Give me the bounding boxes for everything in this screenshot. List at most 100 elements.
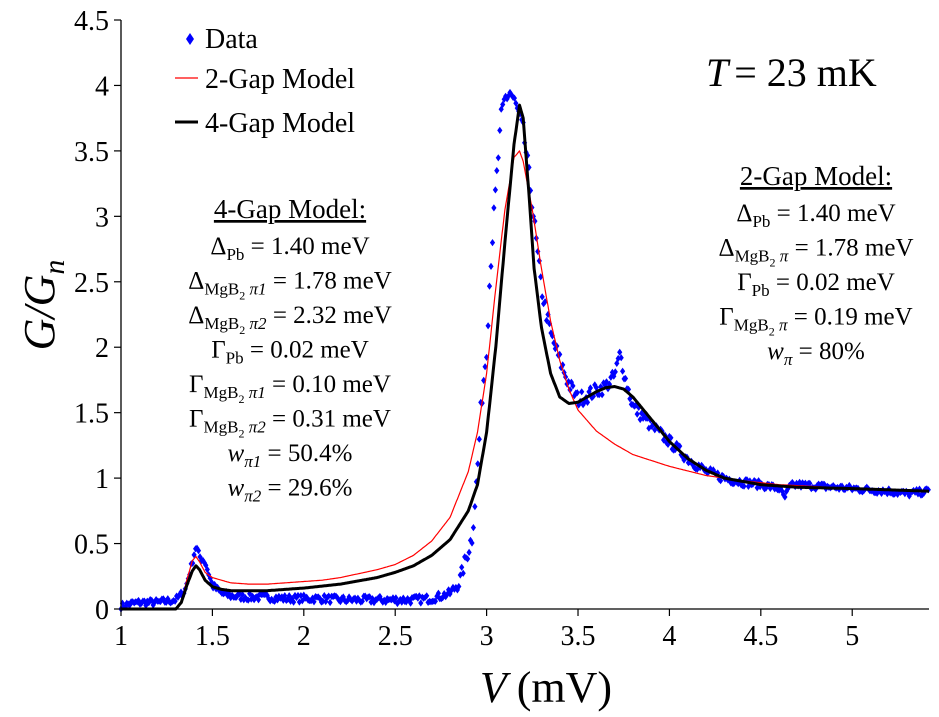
data-point — [489, 239, 496, 247]
data-point — [916, 485, 923, 493]
param-value: = 0.19 meV — [788, 304, 913, 331]
data-point — [172, 597, 178, 605]
legend: Data 2-Gap Model 4-Gap Model — [175, 24, 355, 139]
four-gap-params-line: ΔMgB2 π2 = 2.32 meV — [188, 302, 392, 337]
data-point — [274, 596, 281, 604]
data-point — [457, 571, 463, 579]
param-greek: π2 — [245, 314, 267, 333]
data-point — [612, 368, 618, 376]
data-point — [321, 592, 327, 600]
x-tick-label: 2.5 — [378, 621, 413, 652]
data-point — [413, 592, 419, 601]
data-point — [349, 597, 355, 605]
param-symbol: Δ — [210, 233, 226, 260]
data-point — [560, 361, 566, 369]
data-point — [788, 480, 794, 488]
data-point — [359, 597, 365, 605]
data-point — [590, 392, 596, 400]
data-point — [399, 598, 405, 606]
data-point — [741, 482, 747, 490]
param-greek: π2 — [244, 487, 262, 506]
data-point — [491, 204, 497, 212]
data-point — [403, 598, 409, 606]
data-point — [380, 598, 386, 606]
data-point — [153, 596, 159, 604]
y-tick-label: 2 — [95, 333, 109, 364]
param-subscript-2: 2 — [239, 323, 245, 337]
data-point — [536, 257, 542, 265]
data-point — [495, 154, 501, 162]
param-symbol: Γ — [189, 371, 203, 398]
four-gap-model-line — [120, 103, 930, 611]
two-gap-params-line: ΓMgB2 π = 0.19 meV — [719, 304, 912, 339]
y-tick-label: 1.5 — [74, 399, 109, 430]
data-point — [393, 594, 399, 602]
data-point — [503, 92, 509, 100]
y-tick-label: 4.5 — [74, 6, 109, 37]
data-point — [272, 597, 278, 605]
data-point — [291, 598, 297, 606]
data-point — [690, 461, 696, 469]
data-point — [884, 490, 890, 498]
data-point — [397, 595, 403, 604]
data-point — [609, 368, 615, 376]
data-point — [877, 487, 883, 495]
data-point — [915, 490, 921, 498]
data-point — [204, 565, 210, 574]
param-subscript: Pb — [752, 212, 770, 231]
data-point — [906, 492, 912, 500]
data-point — [652, 426, 658, 434]
data-point — [587, 384, 593, 392]
data-point — [486, 282, 493, 290]
y-axis-label: G/Gn — [15, 260, 71, 351]
param-subscript-2: 2 — [770, 256, 776, 270]
param-subscript: MgB — [735, 247, 770, 266]
data-point — [178, 588, 184, 596]
data-point — [494, 167, 500, 175]
data-point — [807, 479, 813, 487]
data-point — [514, 104, 520, 112]
data-point — [546, 320, 553, 328]
param-symbol: Δ — [188, 268, 204, 295]
data-point — [311, 598, 317, 606]
y-tick-label: 2.5 — [74, 268, 109, 299]
data-point — [255, 596, 262, 604]
data-point — [507, 88, 513, 97]
two-gap-params-line: ΓPb = 0.02 meV — [737, 269, 895, 300]
data-point — [636, 403, 642, 411]
data-point — [119, 599, 126, 607]
data-point — [485, 322, 491, 330]
param-greek: π2 — [244, 418, 266, 437]
param-subscript: MgB — [204, 280, 239, 299]
data-point — [143, 601, 149, 609]
data-point — [767, 484, 773, 492]
data-point — [481, 376, 487, 384]
x-tick-label: 5 — [845, 621, 859, 652]
data-point — [680, 453, 686, 461]
axes: 0 0.5 1 1.5 2 2.5 3 3.5 4 4.5 1 1.5 2 2.5 3 3.5 4 4.5 5 — [74, 6, 929, 652]
param-greek: π1 — [245, 280, 266, 299]
data-point — [541, 300, 547, 308]
data-point — [340, 593, 346, 601]
data-point — [460, 569, 466, 577]
data-point — [622, 374, 629, 383]
data-point — [614, 359, 620, 367]
data-point — [308, 597, 314, 605]
plot-area — [118, 88, 931, 613]
data-point — [794, 479, 800, 487]
param-subscript-2: 2 — [238, 427, 244, 441]
data-point — [549, 332, 555, 340]
param-subscript: Pb — [226, 245, 244, 264]
data-point — [454, 586, 460, 594]
y-tick-label: 3 — [95, 202, 109, 233]
data-point — [434, 592, 440, 600]
data-point — [378, 596, 384, 604]
data-point — [298, 592, 304, 600]
data-point — [453, 583, 459, 592]
four-gap-params-line: ΔMgB2 π1 = 1.78 meV — [188, 268, 392, 303]
four-gap-params-line: ΔPb = 1.40 meV — [210, 233, 369, 264]
data-point — [592, 381, 598, 389]
data-point — [346, 593, 352, 601]
data-point — [567, 386, 573, 394]
